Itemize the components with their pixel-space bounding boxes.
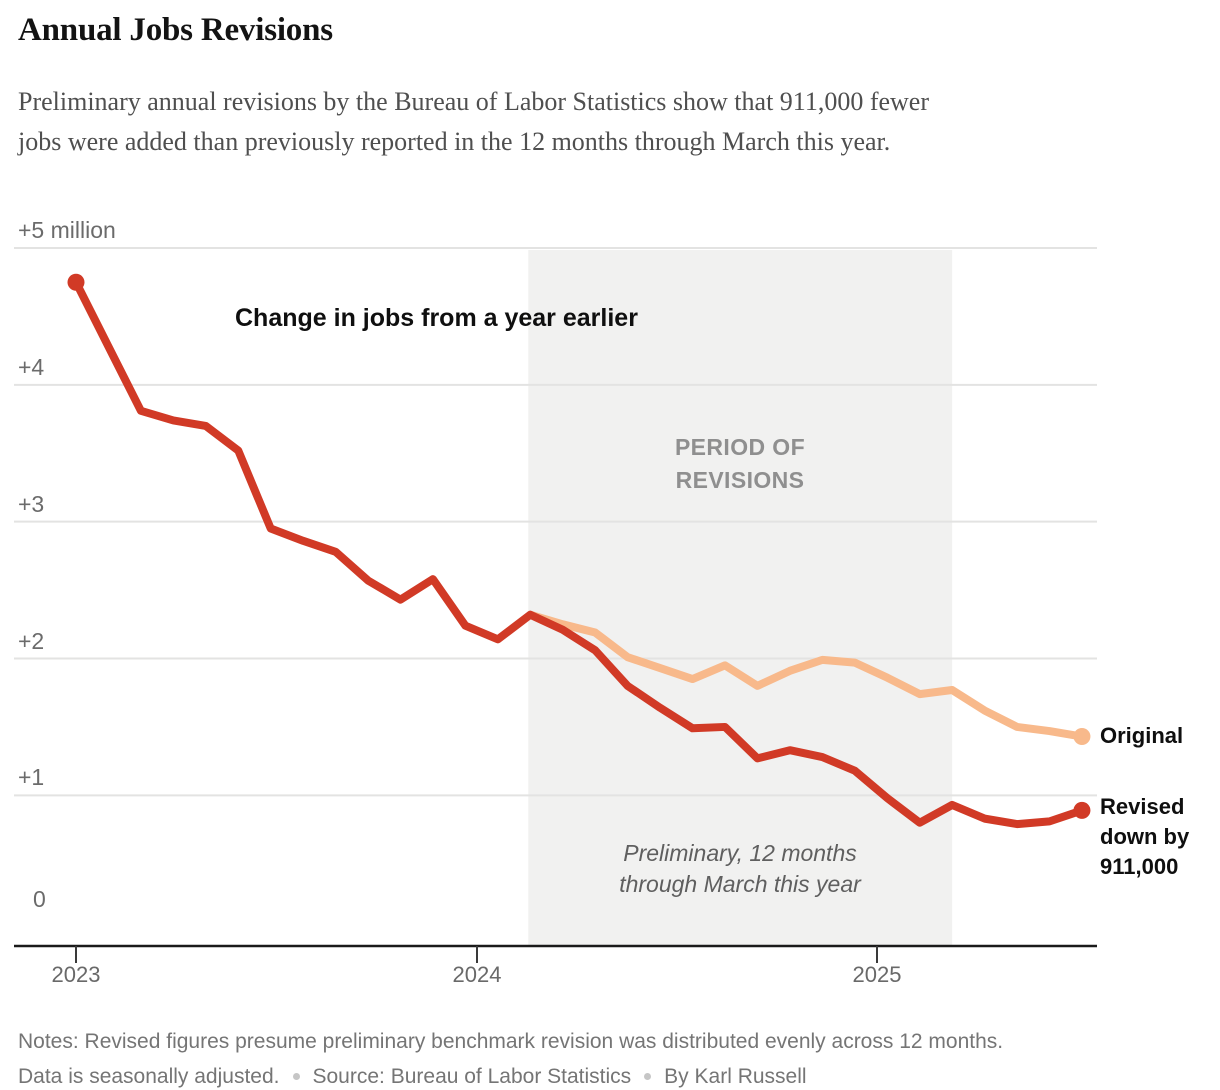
revised-end-dot — [1073, 801, 1091, 819]
chart-label-annotation: Change in jobs from a year earlier — [235, 304, 638, 332]
separator-dot-icon — [292, 1073, 300, 1080]
period-of-revisions-label: PERIOD OF REVISIONS — [674, 434, 806, 493]
original-line — [526, 610, 1086, 741]
separator-dot-icon — [644, 1073, 652, 1080]
y-axis-label: +5 million — [18, 217, 116, 243]
footer-notes: Notes: Revised figures presume prelimina… — [18, 1024, 1208, 1090]
notes-line-1: Notes: Revised figures presume prelimina… — [18, 1030, 1004, 1053]
preliminary-annotation: Preliminary, 12 months through March thi… — [619, 840, 861, 897]
notes-byline: By Karl Russell — [664, 1065, 807, 1088]
revised-line — [72, 278, 1086, 829]
y-axis-label: +1 — [18, 764, 45, 791]
revised-start-dot — [67, 273, 85, 291]
legend-original-label: Original — [1100, 723, 1184, 748]
x-axis-year-label: 2023 — [51, 962, 101, 987]
legend-revised-label: Revised down by 911,000 — [1100, 794, 1190, 879]
y-axis-label: 0 — [33, 886, 46, 913]
x-axis-year-label: 2025 — [852, 962, 902, 987]
notes-line-2: Data is seasonally adjusted. Source: Bur… — [18, 1059, 1208, 1090]
y-axis-label: +4 — [18, 353, 45, 380]
revision-period-shade — [528, 250, 953, 946]
page-title: Annual Jobs Revisions — [18, 12, 333, 48]
y-axis-label: +3 — [18, 490, 45, 517]
notes-source: Source: Bureau of Labor Statistics — [312, 1065, 632, 1088]
notes-data-adjusted: Data is seasonally adjusted. — [18, 1065, 280, 1088]
chart-subtitle: Preliminary annual revisions by the Bure… — [18, 87, 930, 156]
x-axis-year-label: 2024 — [452, 962, 502, 987]
original-end-dot — [1073, 728, 1091, 746]
line-chart-canvas — [14, 247, 1097, 963]
y-axis-label: +2 — [18, 627, 45, 654]
